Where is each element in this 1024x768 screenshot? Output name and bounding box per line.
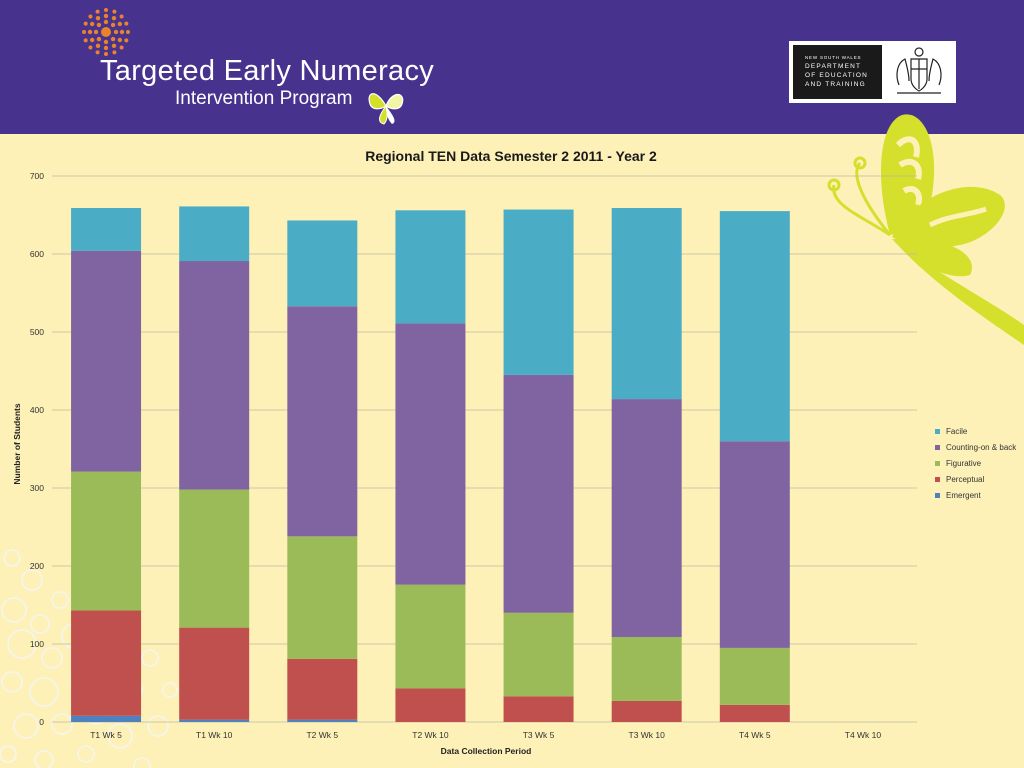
bar-segment-figurative xyxy=(395,584,466,689)
y-tick-label: 200 xyxy=(30,561,44,571)
legend-label: Emergent xyxy=(946,491,981,500)
chart-title: Regional TEN Data Semester 2 2011 - Year… xyxy=(365,148,657,164)
bar-segment-emergent xyxy=(287,719,358,722)
bar-segment-figurative xyxy=(179,489,250,628)
department-logo: NEW SOUTH WALES DEPARTMENT OF EDUCATION … xyxy=(789,41,956,103)
y-axis-title: Number of Students xyxy=(12,403,22,484)
butterfly-decoration-icon xyxy=(827,114,1024,345)
bar-segment-facile xyxy=(71,207,142,251)
bar-segment-counting-on-back xyxy=(503,374,574,613)
bar-segment-facile xyxy=(395,210,466,324)
legend-swatch xyxy=(935,461,940,466)
legend-label: Facile xyxy=(946,427,968,436)
bars xyxy=(71,206,790,722)
bar-segment-counting-on-back xyxy=(719,441,790,648)
bar-segment-figurative xyxy=(611,636,682,701)
legend-label: Figurative xyxy=(946,459,982,468)
bar-segment-emergent xyxy=(71,715,142,722)
y-axis-ticks: 0 100 200 300 400 500 600 700 xyxy=(30,171,44,727)
bar-segment-figurative xyxy=(71,471,142,611)
bar-segment-facile xyxy=(287,220,358,307)
bar-segment-facile xyxy=(719,211,790,442)
department-name-block: NEW SOUTH WALES DEPARTMENT OF EDUCATION … xyxy=(793,45,882,99)
x-tick-label: T3 Wk 5 xyxy=(523,730,555,740)
x-tick-label: T4 Wk 10 xyxy=(845,730,882,740)
bar-segment-perceptual xyxy=(611,700,682,722)
program-title: Targeted Early Numeracy xyxy=(100,55,435,87)
x-tick-label: T3 Wk 10 xyxy=(629,730,666,740)
y-tick-label: 100 xyxy=(30,639,44,649)
x-axis-ticks: T1 Wk 5 T1 Wk 10 T2 Wk 5 T2 Wk 10 T3 Wk 5 T3 … xyxy=(90,730,881,740)
stacked-bar-chart: Regional TEN Data Semester 2 2011 - Year… xyxy=(12,148,1017,756)
bar-segment-perceptual xyxy=(503,696,574,722)
dept-line-3: AND TRAINING xyxy=(805,81,866,88)
x-tick-label: T2 Wk 10 xyxy=(412,730,449,740)
bar-segment-figurative xyxy=(503,612,574,697)
x-tick-label: T1 Wk 10 xyxy=(196,730,233,740)
legend-swatch xyxy=(935,429,940,434)
small-butterfly-icon xyxy=(368,93,404,125)
bar-segment-counting-on-back xyxy=(179,261,250,490)
y-tick-label: 400 xyxy=(30,405,44,415)
bar-segment-facile xyxy=(611,207,682,400)
header-banner: Targeted Early Numeracy Intervention Pro… xyxy=(0,0,1024,134)
bar-segment-counting-on-back xyxy=(71,250,142,472)
y-tick-label: 700 xyxy=(30,171,44,181)
y-tick-label: 0 xyxy=(39,717,44,727)
bar-segment-emergent xyxy=(179,719,250,722)
bar-segment-counting-on-back xyxy=(395,323,466,585)
dept-line-2: OF EDUCATION xyxy=(805,72,869,79)
dept-line-1: DEPARTMENT xyxy=(805,63,862,70)
ten-logo-icon xyxy=(82,8,130,56)
bar-segment-perceptual xyxy=(71,610,142,716)
legend-swatch xyxy=(935,493,940,498)
bar-segment-figurative xyxy=(719,647,790,705)
y-tick-label: 600 xyxy=(30,249,44,259)
x-tick-label: T4 Wk 5 xyxy=(739,730,771,740)
bar-segment-counting-on-back xyxy=(287,306,358,537)
legend: Facile Counting-on & back Figurative Percep… xyxy=(935,427,1017,500)
bar-segment-perceptual xyxy=(719,704,790,722)
bar-segment-perceptual xyxy=(287,658,358,720)
program-subtitle: Intervention Program xyxy=(175,88,353,109)
bar-segment-facile xyxy=(179,206,250,262)
dept-state: NEW SOUTH WALES xyxy=(805,55,862,60)
legend-label: Perceptual xyxy=(946,475,984,484)
legend-swatch xyxy=(935,477,940,482)
x-axis-title: Data Collection Period xyxy=(441,746,532,756)
coat-of-arms-icon xyxy=(896,47,942,94)
bar-segment-perceptual xyxy=(395,688,466,722)
y-tick-label: 300 xyxy=(30,483,44,493)
legend-label: Counting-on & back xyxy=(946,443,1017,452)
bar-segment-perceptual xyxy=(179,627,250,720)
bar-segment-figurative xyxy=(287,536,358,659)
legend-swatch xyxy=(935,445,940,450)
x-tick-label: T2 Wk 5 xyxy=(306,730,338,740)
bar-segment-counting-on-back xyxy=(611,399,682,637)
y-tick-label: 500 xyxy=(30,327,44,337)
bar-segment-facile xyxy=(503,209,574,375)
x-tick-label: T1 Wk 5 xyxy=(90,730,122,740)
